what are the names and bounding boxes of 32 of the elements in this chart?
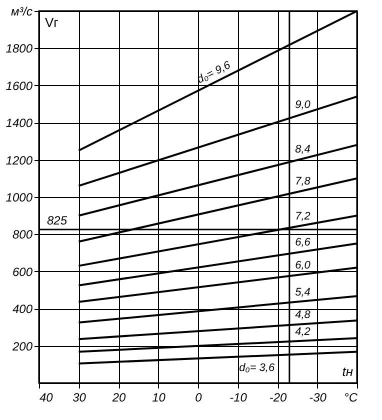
x-tick-label: 30 [72, 390, 86, 404]
series-label: 6,0 [295, 259, 312, 272]
series-label: 9,0 [295, 98, 312, 111]
x-tick-label: 0 [195, 390, 202, 404]
y-tick-label: 1800 [6, 42, 33, 56]
x-tick-label: -10 [230, 390, 248, 404]
x-tick-label: 10 [152, 390, 166, 404]
series-label: d₀= 3,6 [239, 362, 276, 374]
ref-line-label: 825 [47, 214, 68, 228]
y-tick-label: 200 [11, 339, 33, 354]
x-tick-label: 20 [111, 390, 126, 404]
y-tick-label: 1400 [6, 116, 33, 130]
series-label: 6,6 [295, 236, 312, 249]
x-tick-label: °C [344, 390, 358, 404]
x-tick-label: -30 [309, 390, 327, 404]
series-label: 7,2 [295, 210, 310, 222]
y-axis-title: Vг [45, 15, 59, 30]
y-tick-label: м³/с [10, 4, 32, 18]
x-axis-title: tн [342, 364, 353, 379]
y-tick-label: 1000 [6, 190, 33, 204]
series-label: 8,4 [295, 144, 310, 156]
y-tick-label: 600 [12, 264, 33, 279]
y-tick-label: 800 [12, 228, 33, 242]
series-label: 7,8 [295, 176, 312, 188]
series-label: 4,8 [295, 309, 312, 322]
x-tick-label: 40 [40, 390, 54, 404]
x-tick-label: -20 [269, 390, 287, 404]
y-tick-label: 1200 [6, 153, 33, 168]
y-tick-label: 400 [12, 302, 33, 316]
series-label: 4,2 [295, 326, 310, 338]
y-tick-label: 1600 [6, 78, 33, 93]
series-label: 5,4 [295, 286, 310, 298]
